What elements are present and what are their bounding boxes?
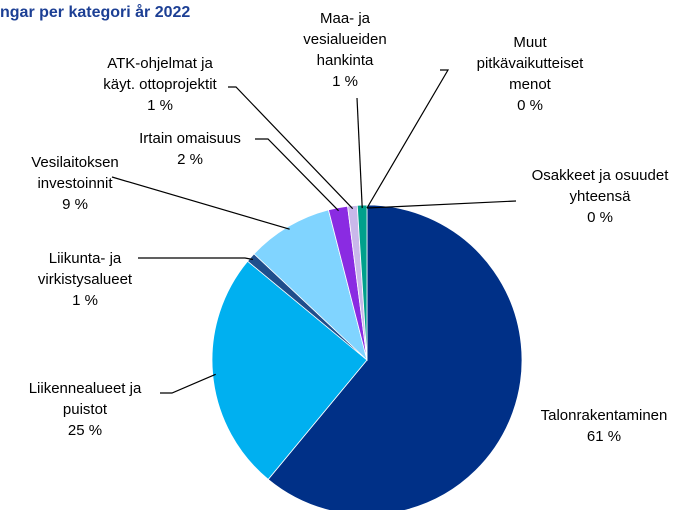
- slice-value-label: 25 %: [67, 422, 103, 439]
- leader-line: [138, 257, 254, 261]
- leader-line: [160, 373, 216, 394]
- slice-label: Maa- ja vesialueiden hankinta: [303, 10, 387, 69]
- slice-label: ATK-ohjelmat ja käyt. ottoprojektit: [103, 55, 217, 93]
- slice-label: Irtain omaisuus: [139, 130, 241, 147]
- slice-value-label: 0 %: [517, 97, 543, 114]
- slice-value-label: 1 %: [72, 292, 98, 309]
- slice-label: Liikunta- ja virkistysalueet: [37, 250, 133, 288]
- leader-line: [366, 69, 450, 209]
- slice-label: Muut pitkävaikutteiset menot: [476, 34, 584, 93]
- slice-label: Liikennealueet ja puistot: [28, 380, 142, 418]
- leader-line: [366, 200, 517, 209]
- slice-label: Vesilaitoksen investoinnit: [31, 154, 119, 192]
- pie-slice: [267, 204, 523, 510]
- slice-label: Osakkeet ja osuudet yhteensä: [531, 167, 669, 205]
- pie-slice: [211, 260, 368, 480]
- pie-slice: [253, 209, 368, 362]
- slice-label: Talonrakentaminen: [540, 407, 668, 424]
- leader-line: [111, 176, 290, 230]
- leader-line: [356, 97, 363, 209]
- slice-value-label: 9 %: [62, 196, 88, 213]
- slice-value-label: 2 %: [177, 151, 203, 168]
- leader-line: [255, 138, 339, 212]
- leader-line: [228, 86, 354, 210]
- slice-value-label: 1 %: [147, 97, 173, 114]
- slice-value-label: 1 %: [332, 73, 358, 90]
- chart-title: ngar per kategori år 2022: [0, 4, 191, 21]
- slice-value-label: 0 %: [587, 209, 613, 226]
- slice-value-label: 61 %: [586, 428, 622, 445]
